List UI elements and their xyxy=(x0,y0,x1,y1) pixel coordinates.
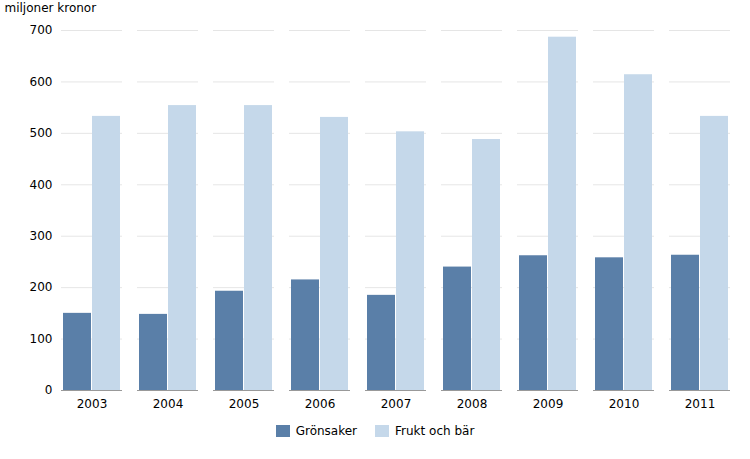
svg-text:2006: 2006 xyxy=(305,397,336,411)
svg-text:2010: 2010 xyxy=(609,397,640,411)
svg-text:600: 600 xyxy=(30,75,53,89)
svg-text:400: 400 xyxy=(30,178,53,192)
svg-text:2003: 2003 xyxy=(77,397,108,411)
svg-text:300: 300 xyxy=(30,229,53,243)
html-text:Frukt och bär: Frukt och bär xyxy=(395,424,475,438)
svg-text:2011: 2011 xyxy=(685,397,716,411)
svg-text:miljoner kronor: miljoner kronor xyxy=(5,1,97,15)
svg-text:700: 700 xyxy=(30,23,53,37)
svg-text:2008: 2008 xyxy=(457,397,488,411)
svg-text:200: 200 xyxy=(30,280,53,294)
svg-text:2005: 2005 xyxy=(229,397,260,411)
svg-text:2004: 2004 xyxy=(153,397,184,411)
svg-text:500: 500 xyxy=(30,126,53,140)
svg-text:2009: 2009 xyxy=(533,397,564,411)
svg-text:2007: 2007 xyxy=(381,397,412,411)
html-text:Grönsaker: Grönsaker xyxy=(295,424,357,438)
svg-text:0: 0 xyxy=(45,383,53,397)
svg-text:100: 100 xyxy=(30,332,53,346)
